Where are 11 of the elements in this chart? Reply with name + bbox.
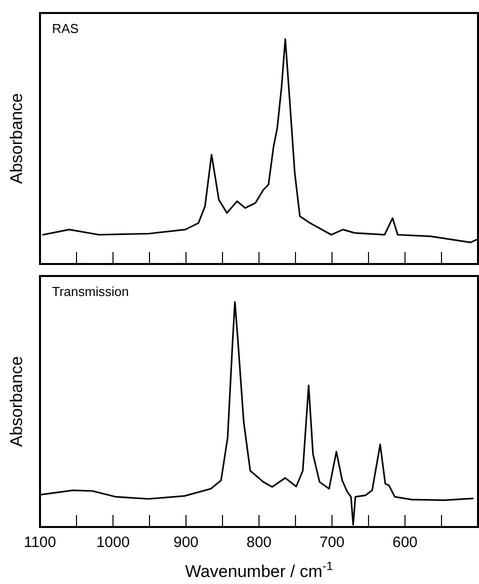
x-tick-label: 1100 <box>24 534 56 551</box>
x-tick-label: 900 <box>173 534 199 551</box>
x-axis-title: Wavenumber / cm$^{-1}$ <box>185 559 334 581</box>
x-tick-label: 600 <box>392 534 418 551</box>
chart-title: Transmission <box>52 284 129 299</box>
x-tick-label: 1000 <box>96 534 130 551</box>
x-tick-label: 800 <box>246 534 272 551</box>
chart-title: RAS <box>52 21 80 36</box>
x-tick-label: 700 <box>319 534 345 551</box>
y-axis-title: Absorbance <box>7 356 26 447</box>
y-axis-title: Absorbance <box>7 93 26 184</box>
